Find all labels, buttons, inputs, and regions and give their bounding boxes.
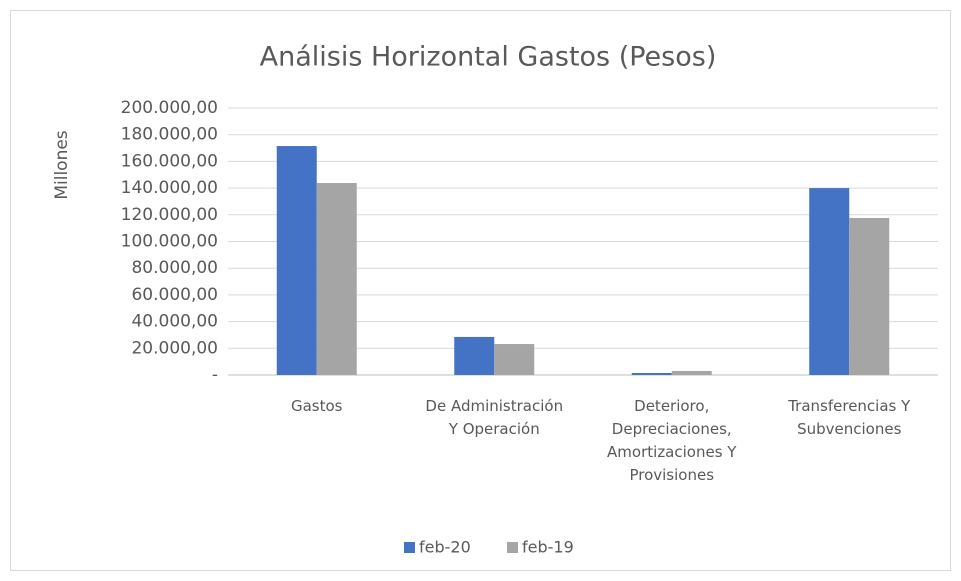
- chart-frame: [10, 10, 951, 571]
- y-tick-label: 180.000,00: [121, 125, 218, 145]
- y-tick-label: 80.000,00: [131, 258, 218, 278]
- y-tick-label: 140.000,00: [121, 178, 218, 198]
- x-tick-label: De Administración Y Operación: [425, 397, 564, 438]
- y-tick-label: 100.000,00: [121, 232, 218, 252]
- y-tick-label: -: [212, 365, 218, 385]
- bar: [671, 370, 712, 375]
- bar: [631, 372, 672, 375]
- y-tick-label: 200.000,00: [121, 98, 218, 118]
- legend-label: feb-20: [419, 538, 471, 557]
- x-tick-label: Gastos: [290, 397, 343, 415]
- bar: [849, 218, 890, 375]
- y-tick-label: 120.000,00: [121, 205, 218, 225]
- y-tick-label: 60.000,00: [131, 285, 218, 305]
- bar: [316, 183, 357, 375]
- y-axis-label: Millones: [52, 130, 72, 199]
- bar: [494, 344, 535, 375]
- y-tick-label: 20.000,00: [131, 338, 218, 358]
- x-tick-label: Transferencias Y Subvenciones: [788, 397, 911, 438]
- y-tick-label: 160.000,00: [121, 151, 218, 171]
- bar: [276, 146, 317, 375]
- chart-title: Análisis Horizontal Gastos (Pesos): [260, 42, 717, 73]
- y-tick-label: 40.000,00: [131, 312, 218, 332]
- legend-swatch: [507, 542, 518, 553]
- bar: [809, 188, 850, 375]
- legend-swatch: [404, 542, 415, 553]
- bar: [454, 336, 495, 375]
- x-tick-label: Deterioro, Depreciaciones, Amortizacione…: [607, 397, 737, 484]
- legend-label: feb-19: [522, 538, 574, 557]
